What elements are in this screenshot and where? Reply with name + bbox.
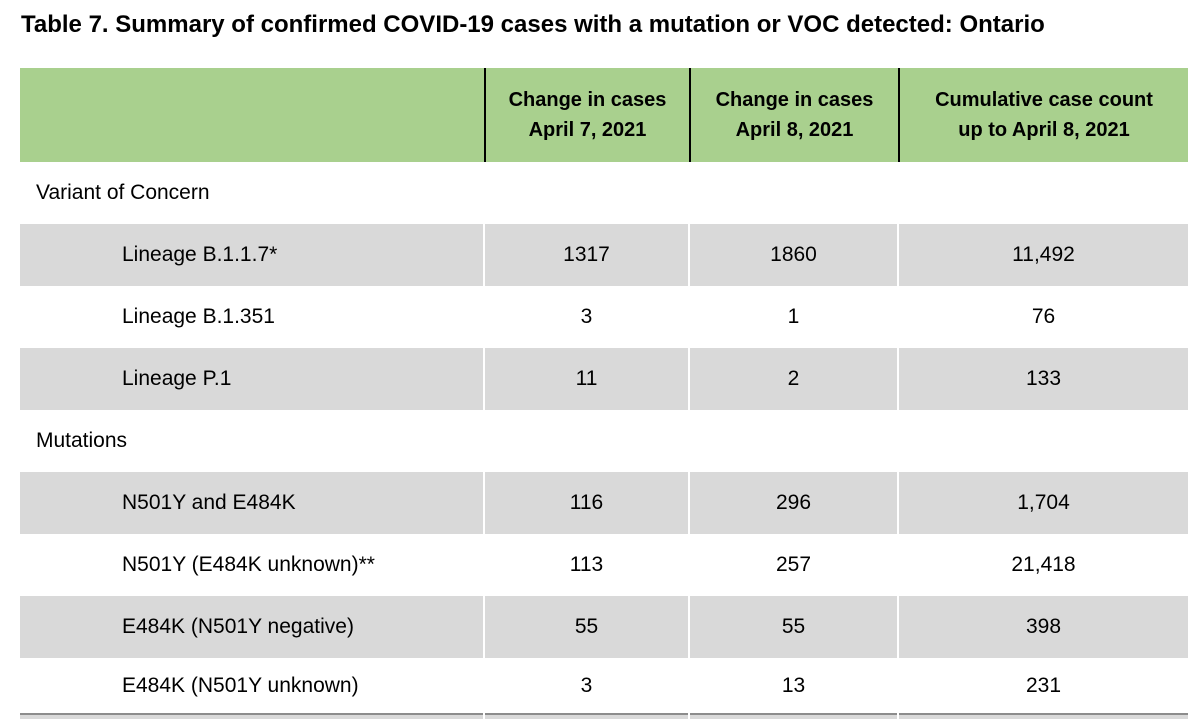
row-label: Lineage B.1.351	[122, 305, 275, 328]
clipped-cell	[485, 713, 688, 719]
header-cell-empty	[20, 68, 484, 162]
section-header-mutations: Mutations	[20, 410, 1188, 472]
value-change-apr8: 296	[690, 472, 897, 534]
value-change-apr7: 55	[485, 596, 688, 658]
table-header-row: Change in cases April 7, 2021 Change in …	[20, 68, 1188, 162]
header-cell-cumulative: Cumulative case count up to April 8, 202…	[898, 68, 1188, 162]
table-row: Lineage B.1.1.7* 1317 1860 11,492	[20, 224, 1188, 286]
value-change-apr7: 116	[485, 472, 688, 534]
value-cumulative: 21,418	[1011, 553, 1076, 576]
value-change-apr8: 55	[690, 596, 897, 658]
value-change-apr7: 11	[485, 348, 688, 410]
value-cumulative: 133	[899, 348, 1188, 410]
row-label: E484K (N501Y unknown)	[122, 673, 359, 697]
value-change-apr7: 113	[569, 553, 604, 576]
row-label: Lineage P.1	[20, 348, 483, 410]
table-row: Lineage B.1.351 3 1 76	[20, 286, 1188, 348]
clipped-cell	[899, 713, 1188, 719]
value-cumulative: 11,492	[899, 224, 1188, 286]
value-cumulative: 231	[1025, 673, 1062, 697]
value-cumulative: 76	[1031, 305, 1056, 328]
value-change-apr8: 1	[787, 305, 800, 328]
value-change-apr8: 13	[781, 673, 806, 697]
table-row: Lineage P.1 11 2 133	[20, 348, 1188, 410]
table-row: E484K (N501Y unknown) 3 13 231	[20, 658, 1188, 713]
table-row: N501Y and E484K 116 296 1,704	[20, 472, 1188, 534]
value-change-apr8: 1860	[690, 224, 897, 286]
table-row: E484K (N501Y negative) 55 55 398	[20, 596, 1188, 658]
row-label: E484K (N501Y negative)	[20, 596, 483, 658]
row-label: N501Y (E484K unknown)**	[122, 553, 375, 576]
clipped-cell	[690, 713, 897, 719]
covid-voc-table: Change in cases April 7, 2021 Change in …	[20, 68, 1188, 719]
header-cell-change-apr7: Change in cases April 7, 2021	[484, 68, 689, 162]
clipped-cell	[20, 713, 483, 719]
value-change-apr7: 1317	[485, 224, 688, 286]
value-cumulative: 1,704	[899, 472, 1188, 534]
value-change-apr8: 257	[775, 553, 812, 576]
value-change-apr7: 3	[580, 673, 593, 697]
header-cell-change-apr8: Change in cases April 8, 2021	[689, 68, 898, 162]
value-change-apr7: 3	[580, 305, 593, 328]
table-row: N501Y (E484K unknown)** 113 257 21,418	[20, 534, 1188, 596]
clipped-next-row-edge	[20, 713, 1188, 719]
value-change-apr8: 2	[690, 348, 897, 410]
section-header-variant-of-concern: Variant of Concern	[20, 162, 1188, 224]
table-title: Table 7. Summary of confirmed COVID-19 c…	[21, 11, 1045, 38]
row-label: N501Y and E484K	[20, 472, 483, 534]
value-cumulative: 398	[899, 596, 1188, 658]
row-label: Lineage B.1.1.7*	[20, 224, 483, 286]
